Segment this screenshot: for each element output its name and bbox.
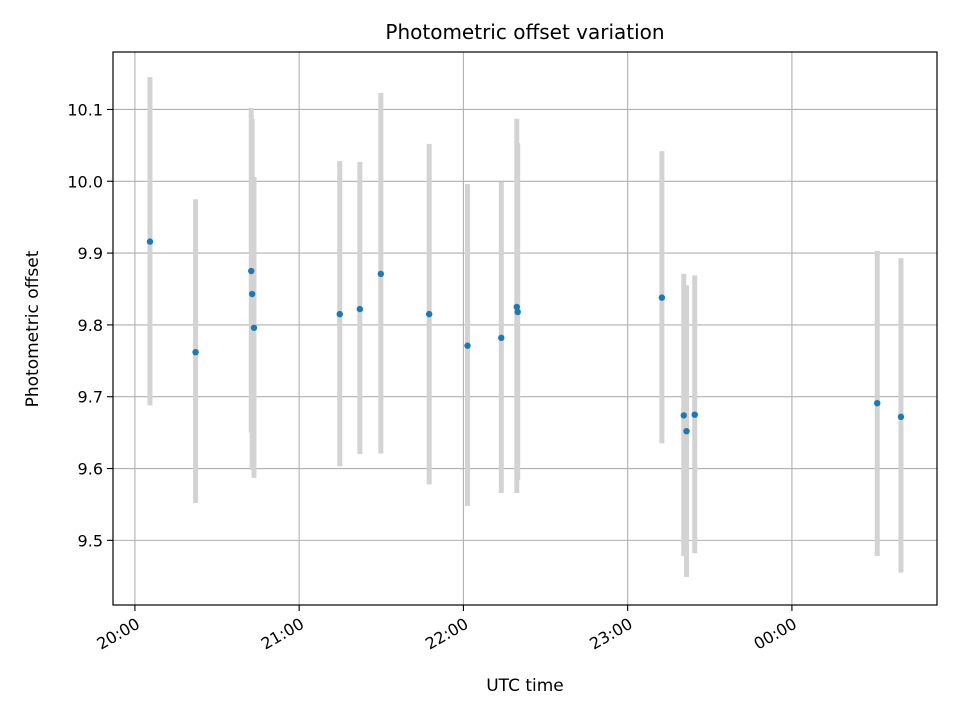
y-tick-label: 9.9 <box>78 244 103 263</box>
y-tick-label: 10.0 <box>67 172 103 191</box>
data-point <box>514 308 521 316</box>
y-tick-label: 9.8 <box>78 316 103 335</box>
y-tick-label: 9.6 <box>78 460 103 479</box>
data-point <box>498 334 505 342</box>
data-point <box>691 411 698 418</box>
data-point <box>680 412 687 419</box>
chart-title: Photometric offset variation <box>385 20 664 44</box>
data-point <box>248 290 256 298</box>
data-point <box>336 310 343 318</box>
y-tick-label: 9.5 <box>78 531 103 550</box>
data-point <box>874 399 881 407</box>
data-point <box>248 267 255 275</box>
y-tick-label: 9.7 <box>78 388 103 407</box>
data-point <box>683 428 690 435</box>
x-axis-label: UTC time <box>486 676 564 696</box>
data-point <box>377 270 385 278</box>
data-point <box>464 342 471 349</box>
data-point <box>897 413 905 421</box>
data-point <box>146 238 154 245</box>
y-axis-label: Photometric offset <box>23 250 43 407</box>
data-point <box>250 324 258 331</box>
data-point <box>425 310 433 318</box>
y-axis-ticks: 9.5 9.6 9.7 9.8 9.9 10.0 10.1 <box>67 100 113 550</box>
data-points <box>146 238 905 435</box>
data-point <box>513 303 520 311</box>
data-point <box>658 294 666 301</box>
data-point <box>192 349 199 356</box>
y-tick-label: 10.1 <box>67 100 103 119</box>
plot-frame <box>112 51 938 606</box>
data-point <box>356 305 364 313</box>
